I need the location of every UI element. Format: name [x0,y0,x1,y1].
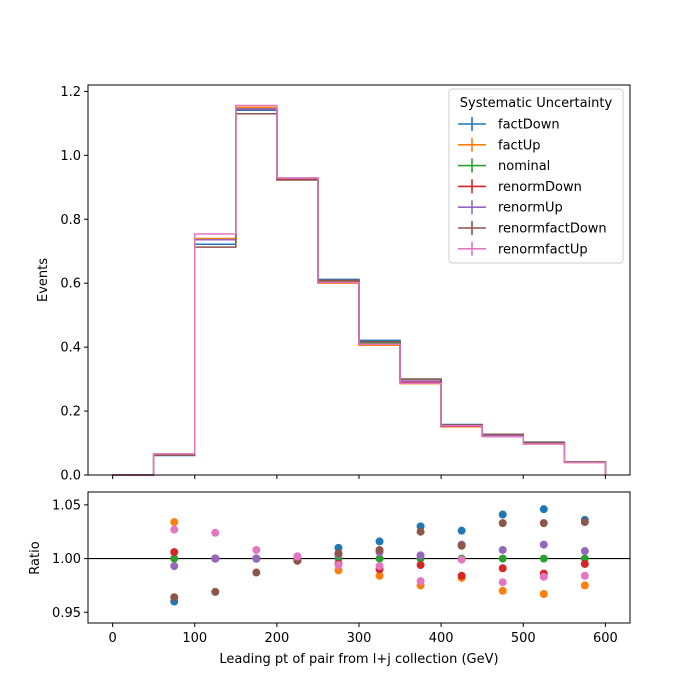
ratio-panel: 0.95 1.00 1.05 0 100 200 300 400 500 600 Ratio L… [28,491,631,667]
x-tick-label: 600 [593,631,618,646]
ratio-point-renormfactDown [498,519,507,528]
ratio-point-renormfactDown [252,568,261,577]
ratio-point-factDown [539,505,548,514]
legend-label: renormUp [498,201,563,216]
ratio-point-nominal [498,554,507,563]
x-axis-label: Leading pt of pair from l+j collection (… [219,652,498,667]
ratio-point-renormfactDown [375,545,384,554]
ratio-point-renormDown [416,561,425,570]
ratio-point-renormDown [457,571,466,580]
main-y-tick-label: 1.2 [60,85,81,100]
ratio-point-renormfactUp [170,525,179,534]
ratio-point-renormfactDown [539,519,548,528]
ratio-point-renormUp [416,551,425,560]
legend-entries: factDown factUp nominal renormDown renormUp r… [458,117,607,257]
ratio-point-renormfactUp [498,578,507,587]
ratio-point-renormfactUp [252,545,261,554]
ratio-point-renormfactUp [211,528,220,537]
legend-entry-renormfactUp: renormfactUp [458,241,588,257]
ratio-point-renormfactDown [580,518,589,527]
legend-label: factUp [498,138,541,153]
ratio-points [170,505,589,606]
ratio-point-renormfactUp [375,562,384,571]
ratio-point-renormfactUp [539,572,548,581]
main-y-tick-label: 0.0 [60,469,81,484]
ratio-point-nominal [375,554,384,563]
ratio-point-renormUp [252,554,261,563]
ratio-point-renormUp [580,547,589,556]
ratio-point-factUp [170,518,179,527]
ratio-point-nominal [539,554,548,563]
main-y-axis-label: Events [36,258,51,302]
main-y-tick-label: 0.8 [60,213,81,228]
ratio-point-renormUp [539,540,548,549]
step-line-renormfactUp [112,104,607,476]
ratio-point-factDown [498,510,507,519]
legend-entry-nominal: nominal [458,158,550,174]
legend-entry-renormUp: renormUp [458,200,563,216]
x-tick-label: 400 [429,631,454,646]
main-y-tick-label: 1.0 [60,149,81,164]
ratio-point-renormfactUp [334,561,343,570]
ratio-x-ticks: 0 100 200 300 400 500 600 [108,623,618,646]
legend-label: nominal [498,159,550,174]
main-panel: 0.0 0.2 0.4 0.6 0.8 1.0 1.2 Events Systematic … [36,84,631,484]
legend-entry-renormDown: renormDown [458,179,582,195]
legend-entry-factUp: factUp [458,137,541,153]
legend-label: renormfactUp [498,242,588,257]
ratio-point-renormfactDown [457,541,466,550]
legend-title: Systematic Uncertainty [460,96,613,111]
x-tick-label: 300 [347,631,372,646]
ratio-point-factUp [498,586,507,595]
ratio-y-tick-label: 0.95 [52,606,81,621]
x-tick-label: 0 [108,631,116,646]
ratio-point-renormDown [498,564,507,573]
ratio-point-renormfactDown [170,593,179,602]
legend-label: renormfactDown [498,222,607,237]
legend: Systematic Uncertainty factDown factUp nom… [448,88,624,264]
main-x-ticks [112,475,606,479]
ratio-point-renormUp [498,545,507,554]
ratio-point-renormfactDown [211,587,220,596]
ratio-plot-area [88,492,630,623]
x-tick-label: 100 [182,631,207,646]
ratio-point-renormUp [211,554,220,563]
ratio-point-renormfactUp [457,555,466,564]
ratio-y-axis-label: Ratio [28,541,43,574]
ratio-point-renormfactUp [293,552,302,561]
main-y-ticks: 0.0 0.2 0.4 0.6 0.8 1.0 1.2 [60,85,88,484]
ratio-point-factDown [457,526,466,535]
ratio-point-renormfactUp [580,571,589,580]
legend-label: renormDown [498,180,582,195]
ratio-y-tick-label: 1.00 [52,552,81,567]
ratio-point-renormfactDown [416,527,425,536]
ratio-point-factDown [375,537,384,546]
main-y-tick-label: 0.4 [60,341,81,356]
ratio-point-nominal [170,554,179,563]
ratio-point-renormUp [170,562,179,571]
ratio-y-ticks: 0.95 1.00 1.05 [52,498,88,621]
main-y-tick-label: 0.2 [60,405,81,420]
x-tick-label: 200 [264,631,289,646]
ratio-y-tick-label: 1.05 [52,498,81,513]
ratio-point-factUp [539,590,548,599]
ratio-point-renormfactDown [334,549,343,558]
legend-entry-renormfactDown: renormfactDown [458,221,607,237]
main-histogram-steps [112,104,607,476]
ratio-point-renormDown [170,548,179,557]
ratio-point-factUp [375,571,384,580]
ratio-point-factUp [580,581,589,590]
ratio-point-renormDown [580,559,589,568]
x-tick-label: 500 [511,631,536,646]
legend-box [448,88,624,264]
legend-label: factDown [498,118,560,133]
ratio-point-renormfactUp [416,577,425,586]
main-y-tick-label: 0.6 [60,277,81,292]
legend-entry-factDown: factDown [458,117,560,133]
